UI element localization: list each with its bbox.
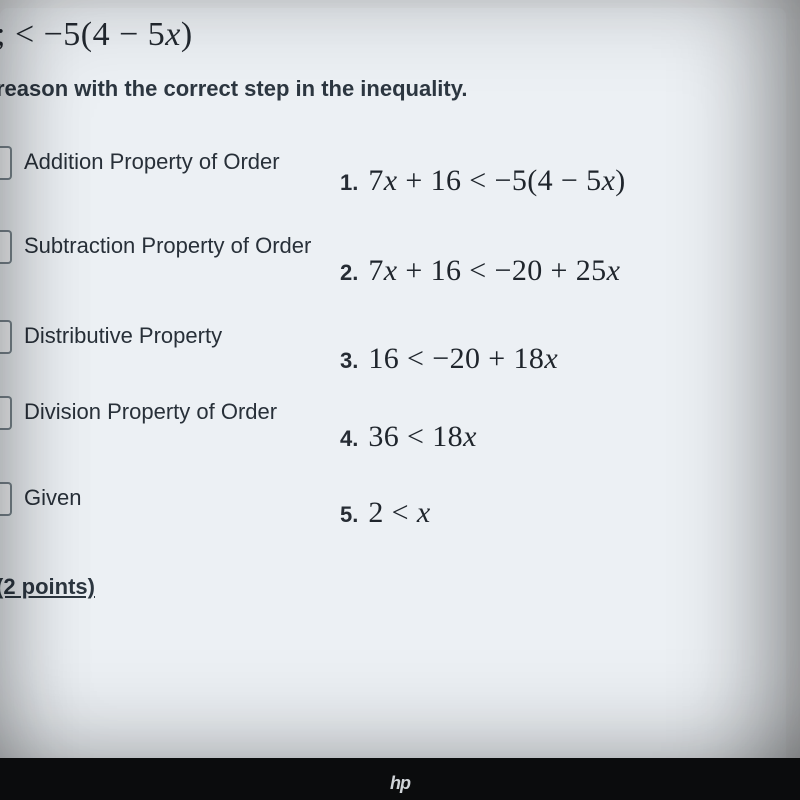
instruction-text: reason with the correct step in the ineq…	[0, 76, 772, 102]
step-item: 1. 7x + 16 < −5(4 − 5x)	[340, 164, 772, 198]
hp-logo: hp	[390, 773, 410, 794]
step-number: 5.	[340, 502, 358, 528]
reason-item[interactable]: Given	[0, 480, 332, 516]
step-number: 1.	[340, 170, 358, 196]
step-expression: 2 < x	[368, 496, 430, 530]
two-column-layout: Addition Property of Order Subtraction Pr…	[0, 144, 772, 530]
steps-column: 1. 7x + 16 < −5(4 − 5x) 2. 7x + 16 < −20 + …	[332, 144, 772, 530]
drag-target-box[interactable]	[0, 396, 12, 430]
reason-item[interactable]: Addition Property of Order	[0, 144, 332, 180]
step-expression: 36 < 18x	[368, 420, 476, 454]
reasons-column: Addition Property of Order Subtraction Pr…	[0, 144, 332, 530]
step-item: 5. 2 < x	[340, 496, 772, 530]
step-item: 4. 36 < 18x	[340, 420, 772, 454]
step-expression: 16 < −20 + 18x	[368, 342, 558, 376]
step-number: 3.	[340, 348, 358, 374]
header-inequality: ; < −5(4 − 5x)	[0, 16, 772, 54]
reason-item[interactable]: Distributive Property	[0, 318, 332, 354]
drag-target-box[interactable]	[0, 482, 12, 516]
reason-label: Division Property of Order	[24, 394, 277, 426]
reason-label: Subtraction Property of Order	[24, 228, 311, 260]
drag-target-box[interactable]	[0, 230, 12, 264]
reason-item[interactable]: Subtraction Property of Order	[0, 228, 332, 264]
screen-area: ; < −5(4 − 5x) reason with the correct s…	[0, 8, 786, 772]
worksheet-content: ; < −5(4 − 5x) reason with the correct s…	[0, 8, 786, 600]
reason-label: Distributive Property	[24, 318, 222, 350]
step-item: 3. 16 < −20 + 18x	[340, 342, 772, 376]
step-item: 2. 7x + 16 < −20 + 25x	[340, 254, 772, 288]
laptop-bezel: hp	[0, 758, 800, 800]
points-label: (2 points)	[0, 574, 772, 600]
step-number: 4.	[340, 426, 358, 452]
step-expression: 7x + 16 < −5(4 − 5x)	[368, 164, 625, 198]
reason-item[interactable]: Division Property of Order	[0, 394, 332, 430]
step-number: 2.	[340, 260, 358, 286]
step-expression: 7x + 16 < −20 + 25x	[368, 254, 620, 288]
reason-label: Addition Property of Order	[24, 144, 280, 176]
reason-label: Given	[24, 480, 81, 512]
drag-target-box[interactable]	[0, 146, 12, 180]
header-inequality-text: ; < −5(4 − 5x)	[0, 16, 193, 53]
drag-target-box[interactable]	[0, 320, 12, 354]
